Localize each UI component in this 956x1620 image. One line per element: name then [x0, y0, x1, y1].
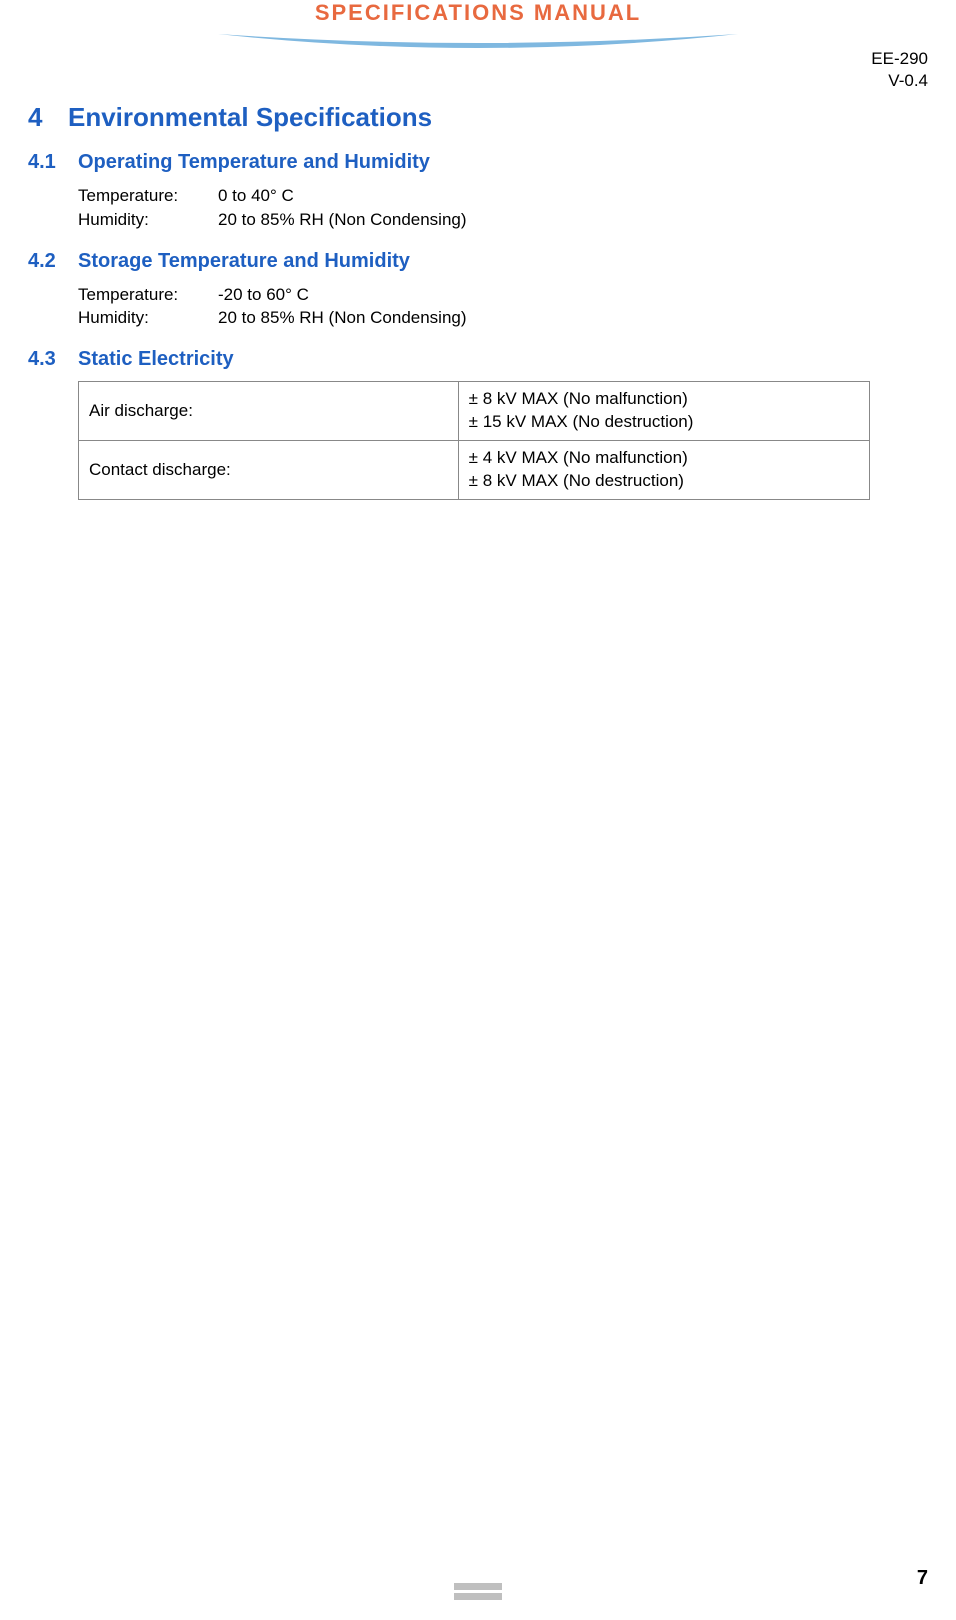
spec-label: Humidity: — [78, 306, 218, 330]
heading-2: 4.2 Storage Temperature and Humidity — [28, 250, 928, 273]
heading-1-text: Environmental Specifications — [68, 102, 432, 133]
table-cell-label: Contact discharge: — [79, 441, 459, 500]
spec-row: Humidity: 20 to 85% RH (Non Condensing) — [78, 208, 928, 232]
spec-list: Temperature: -20 to 60° C Humidity: 20 t… — [28, 283, 928, 331]
heading-2-text: Operating Temperature and Humidity — [78, 151, 430, 174]
spec-label: Temperature: — [78, 283, 218, 307]
heading-2-number: 4.1 — [28, 151, 78, 174]
section-4-3: 4.3 Static Electricity Air discharge: ± … — [28, 348, 928, 500]
spec-value: 0 to 40° C — [218, 184, 294, 208]
table-cell-label: Air discharge: — [79, 382, 459, 441]
section-4-1: 4.1 Operating Temperature and Humidity T… — [28, 151, 928, 232]
spec-value: -20 to 60° C — [218, 283, 309, 307]
table-cell-value: ± 8 kV MAX (No malfunction) ± 15 kV MAX … — [458, 382, 869, 441]
spec-value: 20 to 85% RH (Non Condensing) — [218, 208, 467, 232]
doc-version: V-0.4 — [871, 70, 928, 92]
heading-2-number: 4.2 — [28, 250, 78, 273]
discharge-line: ± 4 kV MAX (No malfunction) — [469, 448, 688, 467]
spec-label: Humidity: — [78, 208, 218, 232]
heading-2: 4.1 Operating Temperature and Humidity — [28, 151, 928, 174]
discharge-line: ± 8 kV MAX (No malfunction) — [469, 389, 688, 408]
discharge-line: ± 15 kV MAX (No destruction) — [469, 412, 694, 431]
spec-row: Humidity: 20 to 85% RH (Non Condensing) — [78, 306, 928, 330]
spec-row: Temperature: 0 to 40° C — [78, 184, 928, 208]
spec-label: Temperature: — [78, 184, 218, 208]
page-number: 7 — [917, 1567, 928, 1590]
page-content: 4 Environmental Specifications 4.1 Opera… — [0, 52, 956, 500]
section-4-2: 4.2 Storage Temperature and Humidity Tem… — [28, 250, 928, 331]
table-row: Contact discharge: ± 4 kV MAX (No malfun… — [79, 441, 870, 500]
discharge-line: ± 8 kV MAX (No destruction) — [469, 471, 684, 490]
spec-row: Temperature: -20 to 60° C — [78, 283, 928, 307]
footer-bar — [454, 1593, 502, 1600]
manual-title: SPECIFICATIONS MANUAL — [0, 0, 956, 26]
page-header: SPECIFICATIONS MANUAL — [0, 0, 956, 52]
heading-2-text: Storage Temperature and Humidity — [78, 250, 410, 273]
table-cell-value: ± 4 kV MAX (No malfunction) ± 8 kV MAX (… — [458, 441, 869, 500]
spec-list: Temperature: 0 to 40° C Humidity: 20 to … — [28, 184, 928, 232]
footer-marks-icon — [454, 1583, 502, 1600]
heading-1-number: 4 — [28, 102, 68, 133]
table-row: Air discharge: ± 8 kV MAX (No malfunctio… — [79, 382, 870, 441]
document-info: EE-290 V-0.4 — [871, 48, 928, 92]
doc-id: EE-290 — [871, 48, 928, 70]
header-curve-icon — [218, 34, 738, 52]
heading-2: 4.3 Static Electricity — [28, 348, 928, 371]
static-electricity-table: Air discharge: ± 8 kV MAX (No malfunctio… — [78, 381, 870, 500]
spec-value: 20 to 85% RH (Non Condensing) — [218, 306, 467, 330]
heading-2-text: Static Electricity — [78, 348, 234, 371]
heading-2-number: 4.3 — [28, 348, 78, 371]
footer-bar — [454, 1583, 502, 1590]
heading-1: 4 Environmental Specifications — [28, 102, 928, 133]
